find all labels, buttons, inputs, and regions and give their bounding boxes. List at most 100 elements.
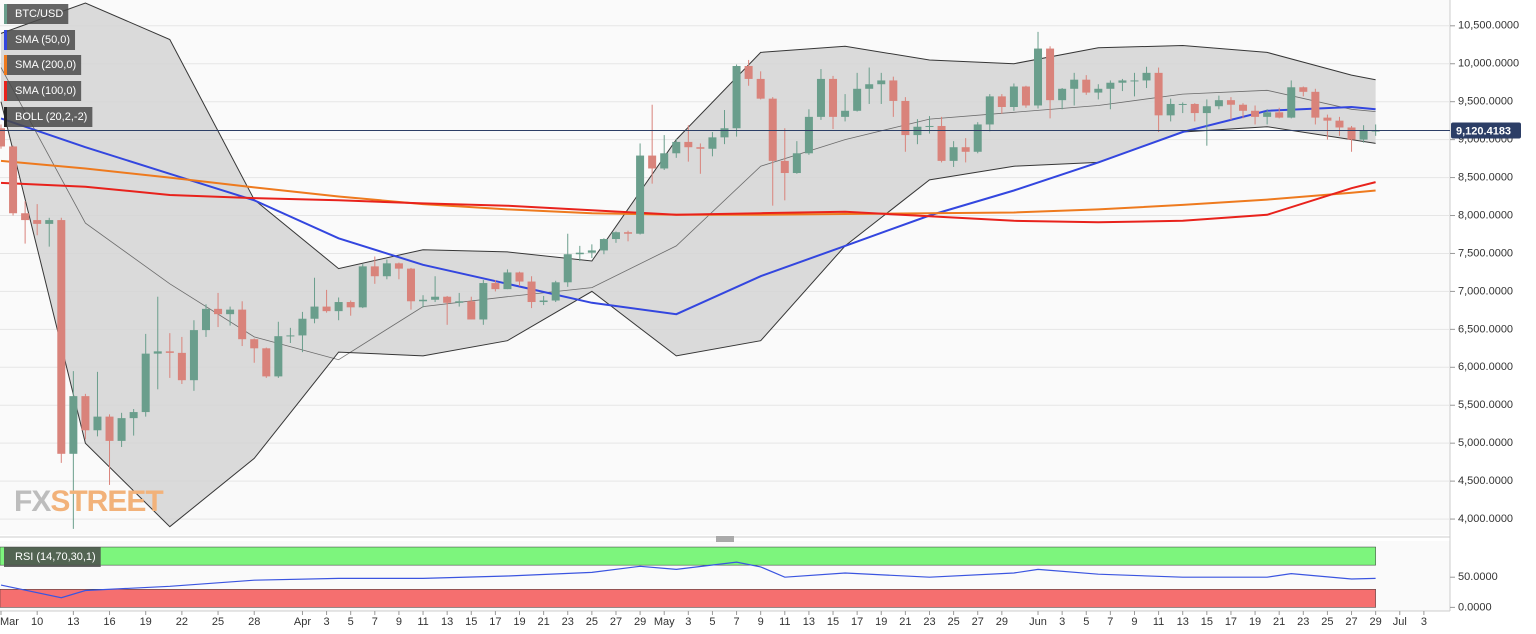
y-tick-label: 4,000.0000: [1458, 513, 1513, 525]
candle-body: [1166, 103, 1175, 116]
x-tick-label: 21: [1273, 616, 1285, 628]
candle-body: [877, 80, 886, 85]
x-tick-label: 3: [324, 616, 330, 628]
candle-body: [1142, 72, 1151, 81]
x-tick-label: 25: [947, 616, 959, 628]
candle-body: [937, 125, 946, 161]
x-tick-label: 19: [513, 616, 525, 628]
sma-line: [0, 105, 1376, 316]
candle-body: [1154, 72, 1163, 116]
candle-body: [1323, 117, 1332, 121]
rsi-line: [0, 561, 1376, 599]
x-tick-label: 9: [396, 616, 402, 628]
y-tick-label: 10,500.0000: [1458, 20, 1519, 32]
x-tick-label: 3: [685, 616, 691, 628]
candle-body: [189, 330, 198, 381]
candle-body: [792, 153, 801, 174]
legend-swatch: [4, 107, 7, 127]
bollinger-upper: [0, 2, 1376, 270]
x-tick-label: 19: [875, 616, 887, 628]
candle-body: [768, 98, 777, 161]
candle-body: [901, 100, 910, 136]
x-tick-label: 15: [465, 616, 477, 628]
x-tick-label: 23: [923, 616, 935, 628]
candle-body: [382, 263, 391, 277]
candle-body: [214, 308, 223, 315]
x-tick-label: 29: [1370, 616, 1382, 628]
candle-body: [1082, 79, 1091, 93]
candle-body: [21, 213, 30, 221]
bollinger-lower: [0, 101, 1376, 528]
candle-body: [1106, 82, 1115, 89]
divider-handle: [716, 536, 734, 542]
x-tick-label: 5: [1083, 616, 1089, 628]
candle-body: [1130, 80, 1139, 82]
y-tick-label: 9,500.0000: [1458, 96, 1513, 108]
candle-body: [973, 124, 982, 152]
candle-body: [1359, 130, 1368, 140]
legend-box: [4, 30, 76, 50]
candle-body: [105, 416, 114, 441]
x-tick-label: 7: [1107, 616, 1113, 628]
candle-body: [370, 266, 379, 277]
x-tick-label: 7: [733, 616, 739, 628]
candle-body: [1118, 80, 1127, 83]
y-tick-label: 8,500.0000: [1458, 171, 1513, 183]
x-tick-label: 21: [899, 616, 911, 628]
x-tick-label: 23: [1297, 616, 1309, 628]
y-tick-label: 10,000.0000: [1458, 58, 1519, 70]
candle-body: [117, 418, 126, 441]
candle-body: [853, 88, 862, 111]
candle-body: [744, 66, 753, 79]
legend-box: [4, 107, 93, 127]
x-tick-label: 22: [176, 616, 188, 628]
legend-label: BOLL (20,2,-2): [15, 111, 87, 123]
candle-body: [865, 84, 874, 89]
x-tick-label: 19: [140, 616, 152, 628]
x-tick-label: 25: [1321, 616, 1333, 628]
candle-body: [274, 336, 283, 377]
legend-label: BTC/USD: [15, 8, 63, 20]
candle-body: [455, 301, 464, 303]
y-tick-label: 50.0000: [1458, 571, 1498, 583]
x-tick-label: 11: [779, 616, 790, 628]
candle-body: [310, 306, 319, 319]
x-tick-label: 29: [634, 616, 646, 628]
candle-body: [527, 281, 536, 303]
x-tick-label: 13: [441, 616, 453, 628]
candle-body: [829, 78, 838, 117]
legend-label: SMA (200,0): [15, 59, 76, 71]
candle-body: [889, 80, 898, 101]
candle-body: [1214, 100, 1223, 107]
candle-body: [1190, 103, 1199, 114]
x-tick-label: 11: [417, 616, 428, 628]
legend-swatch: [4, 81, 7, 101]
candle-body: [1275, 112, 1284, 118]
candle-body: [985, 96, 994, 125]
x-tick-label: Jun: [1029, 616, 1047, 628]
x-tick-label: 15: [827, 616, 839, 628]
candle-body: [1251, 110, 1260, 117]
candle-body: [1021, 86, 1030, 106]
candle-body: [1009, 86, 1018, 107]
candle-body: [684, 141, 693, 148]
y-tick-label: 7,000.0000: [1458, 285, 1513, 297]
candle-body: [539, 300, 548, 303]
candle-body: [165, 351, 174, 353]
candle-body: [45, 220, 54, 224]
x-tick-label: Mar: [0, 616, 19, 628]
candle-body: [406, 268, 415, 302]
legend-box: [4, 55, 82, 75]
candle-body: [1347, 127, 1356, 140]
legend-swatch: [4, 4, 7, 24]
legend-box: [4, 81, 82, 101]
candle-body: [720, 128, 729, 138]
candle-body: [334, 302, 343, 312]
candle-body: [1178, 103, 1187, 105]
watermark: FXSTREET: [14, 485, 163, 518]
legend-label: SMA (100,0): [15, 85, 76, 97]
x-tick-label: 19: [1249, 616, 1261, 628]
x-tick-label: 11: [1153, 616, 1164, 628]
watermark-part: FX: [14, 485, 51, 518]
